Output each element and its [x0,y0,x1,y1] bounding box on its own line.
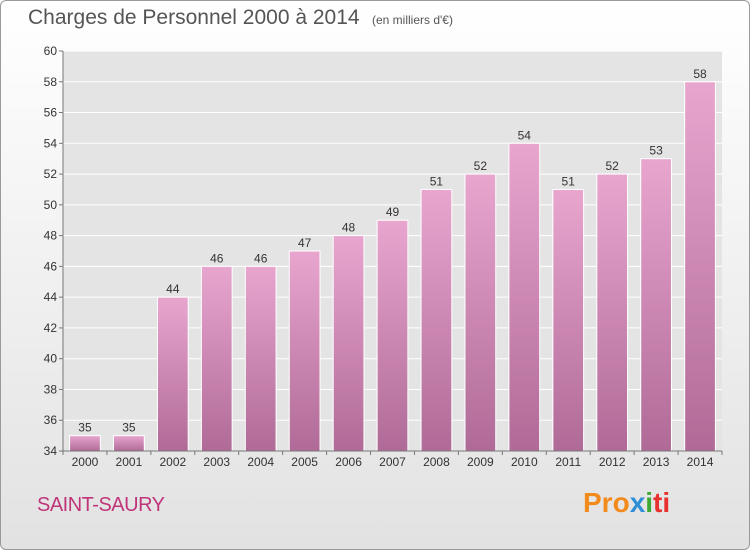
bar-2000 [69,435,101,452]
y-tick-label: 40 [44,352,58,366]
value-label-2014: 58 [693,67,707,81]
y-tick-label: 58 [44,75,58,89]
x-tick-label-2001: 2001 [116,455,143,469]
x-tick-label-2010: 2010 [511,455,538,469]
value-label-2004: 46 [254,251,268,265]
bar-2009 [464,173,497,452]
y-tick-label: 34 [44,444,58,458]
value-label-2006: 48 [342,221,356,235]
proxiti-logo: Proxiti [583,487,671,518]
bar-2011 [552,188,585,452]
value-label-2012: 52 [605,159,619,173]
x-tick-label-2014: 2014 [687,455,714,469]
commune-name: SAINT-SAURY [37,494,165,516]
bar-2003 [200,265,233,452]
y-tick-label: 48 [44,229,58,243]
x-tick-label-2013: 2013 [643,455,670,469]
value-label-2013: 53 [649,144,663,158]
bar-2014 [684,81,716,452]
x-tick-label-2000: 2000 [72,455,99,469]
value-label-2002: 44 [166,282,180,296]
x-tick-label-2009: 2009 [467,455,494,469]
bar-2007 [376,219,409,452]
value-label-2000: 35 [78,421,92,435]
value-label-2009: 52 [474,159,488,173]
y-tick-label: 54 [44,136,58,150]
y-tick-label: 38 [44,382,58,396]
y-tick-label: 36 [44,413,58,427]
x-tick-label-2012: 2012 [599,455,626,469]
x-tick-label-2006: 2006 [335,455,362,469]
y-tick-label: 60 [44,44,58,58]
value-label-2011: 51 [562,174,576,188]
bars [69,81,716,452]
value-label-2008: 51 [430,174,444,188]
x-tick-label-2007: 2007 [379,455,406,469]
x-tick-label-2005: 2005 [291,455,318,469]
labels: 34 36 38 40 42 44 46 48 50 52 54 56 58 60 35 2000 35 2001… [44,44,714,469]
y-tick-label: 50 [44,198,58,212]
bar-2008 [420,188,453,452]
value-label-2005: 47 [298,236,312,250]
bar-2006 [332,235,365,452]
chart-title: Charges de Personnel 2000 à 2014 [28,6,360,29]
bar-2013 [640,158,672,452]
value-label-2010: 54 [518,128,532,142]
x-tick-label-2003: 2003 [203,455,230,469]
value-label-2007: 49 [386,205,400,219]
bar-2012 [596,173,629,452]
y-tick-label: 42 [44,321,58,335]
value-label-2003: 46 [210,251,224,265]
bar-2004 [244,265,277,452]
bar-2005 [288,250,321,452]
y-tick-label: 46 [44,259,58,273]
value-label-2001: 35 [122,421,136,435]
x-tick-label-2002: 2002 [159,455,186,469]
y-tick-label: 44 [44,290,58,304]
x-tick-label-2004: 2004 [247,455,274,469]
chart-subtitle: (en milliers d'€) [372,13,453,27]
axes [59,50,723,455]
x-tick-label-2008: 2008 [423,455,450,469]
bar-2010 [508,142,541,452]
y-tick-label: 56 [44,106,58,120]
bar-2002 [156,296,189,452]
bar-2001 [113,435,145,452]
x-tick-label-2011: 2011 [555,455,581,469]
y-tick-label: 52 [44,167,58,181]
